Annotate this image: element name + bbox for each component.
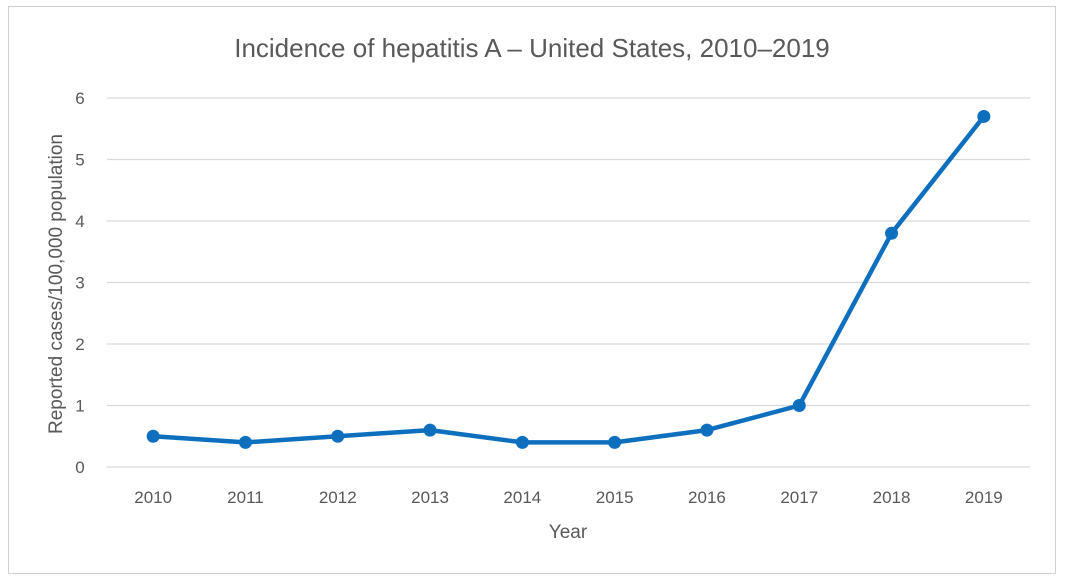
data-point — [792, 399, 806, 412]
chart-title: Incidence of hepatitis A – United States… — [234, 33, 830, 63]
gridlines — [107, 97, 1030, 468]
x-tick-label: 2010 — [134, 488, 172, 507]
x-tick-label: 2017 — [780, 488, 818, 507]
y-axis-label: Reported cases/100,000 population — [46, 134, 67, 434]
y-tick-labels: 0 1 2 3 4 5 6 — [75, 89, 84, 477]
x-tick-labels: 2010 2011 2012 2013 2014 2015 2016 2017 2018 2019 — [134, 488, 1003, 507]
x-tick-label: 2016 — [688, 488, 726, 507]
data-point — [146, 429, 160, 443]
series-layer — [146, 109, 991, 449]
y-tick-label: 2 — [75, 335, 84, 354]
x-tick-label: 2011 — [227, 488, 264, 507]
y-tick-label: 0 — [75, 458, 84, 477]
y-tick-label: 3 — [75, 274, 84, 293]
x-tick-label: 2015 — [596, 488, 634, 507]
data-point — [515, 435, 529, 449]
x-axis-label: Year — [549, 522, 588, 543]
y-tick-label: 1 — [75, 397, 84, 416]
y-tick-label: 5 — [75, 151, 84, 170]
data-point — [885, 226, 899, 240]
x-tick-label: 2013 — [411, 488, 449, 507]
data-point — [608, 435, 622, 449]
data-point — [238, 435, 252, 449]
data-point — [423, 423, 437, 437]
x-tick-label: 2018 — [873, 488, 911, 507]
x-tick-label: 2012 — [319, 488, 357, 507]
series-line — [150, 114, 987, 445]
data-point — [977, 109, 991, 123]
data-point — [331, 429, 345, 443]
x-tick-label: 2019 — [965, 488, 1003, 507]
y-tick-label: 6 — [75, 89, 84, 108]
data-point — [700, 423, 714, 437]
chart-frame — [8, 6, 1056, 574]
x-tick-label: 2014 — [503, 488, 541, 507]
y-tick-label: 4 — [75, 212, 84, 231]
